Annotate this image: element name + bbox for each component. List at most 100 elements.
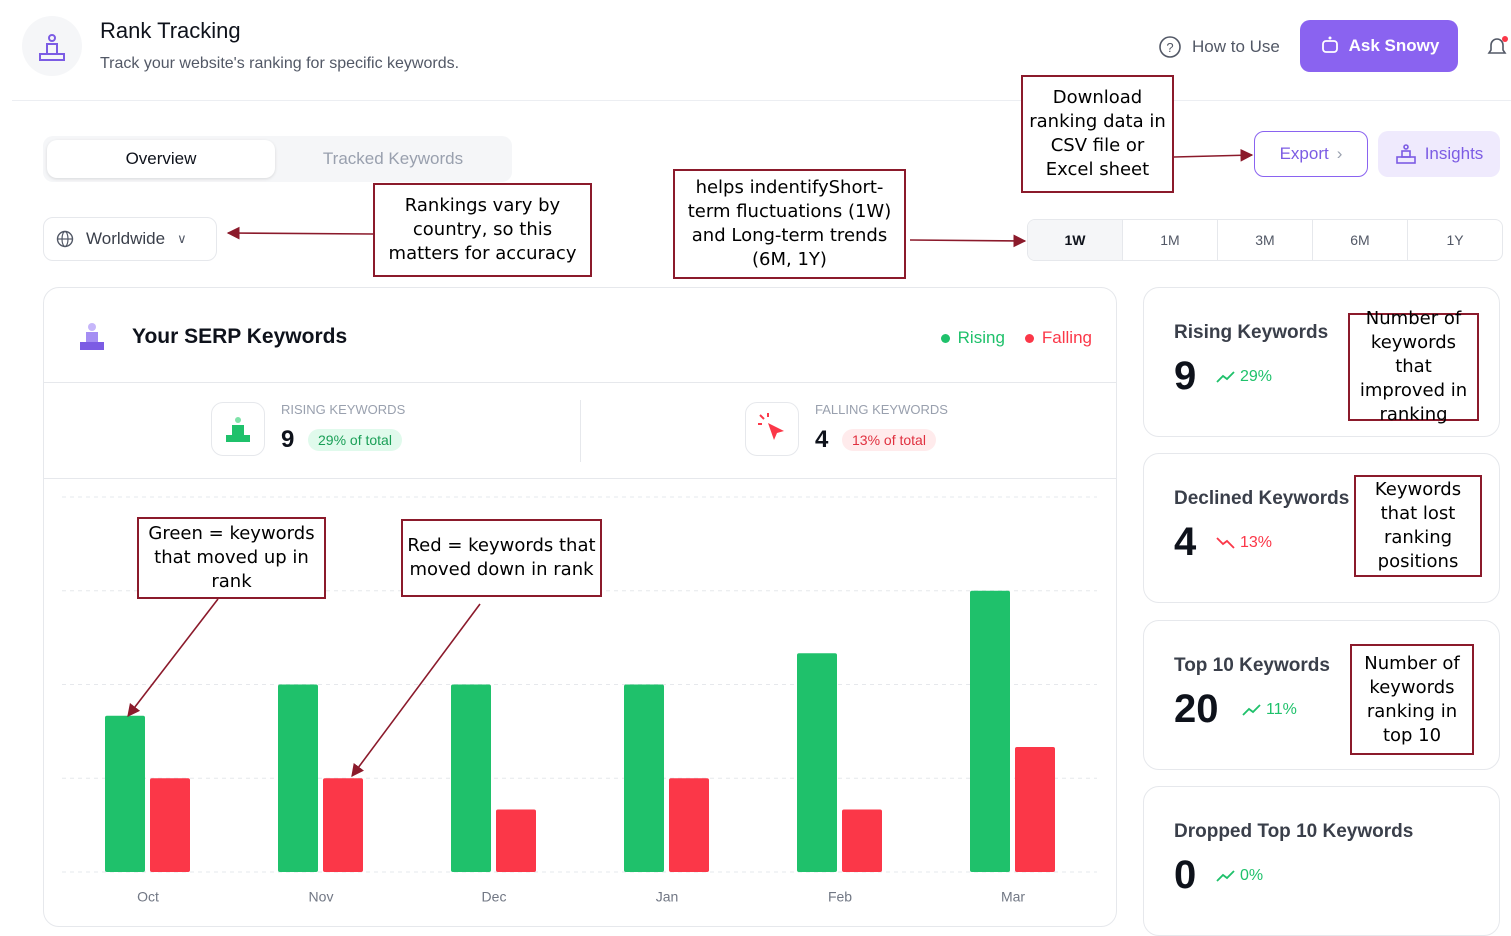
card-title: Top 10 Keywords — [1174, 655, 1330, 676]
insights-button[interactable]: Insights — [1378, 131, 1500, 177]
card-change: 0% — [1216, 867, 1263, 885]
summary-icon — [745, 402, 799, 456]
export-button[interactable]: Export › — [1254, 131, 1368, 177]
card-title: Dropped Top 10 Keywords — [1174, 821, 1414, 842]
bar — [1015, 747, 1055, 872]
period-button[interactable]: 1W — [1028, 220, 1122, 260]
card-value: 0 — [1174, 853, 1197, 897]
summary-value: 4 — [815, 426, 829, 453]
card-title: Rising Keywords — [1174, 322, 1329, 343]
card-value: 9 — [1174, 354, 1197, 398]
legend-item: Rising — [940, 328, 1005, 348]
trend-line — [1216, 870, 1235, 882]
icon — [226, 417, 250, 442]
annotation: Number of keywords ranking in top 10 — [1350, 644, 1474, 755]
chevron: ∨ — [177, 231, 187, 246]
annotation: Green = keywords that moved up in rank — [137, 517, 326, 599]
summary-icon — [211, 402, 265, 456]
annotation: Keywords that lost ranking positions — [1354, 475, 1482, 577]
annotation: Red = keywords that moved down in rank — [401, 519, 602, 597]
summary-badge: 29% of total — [308, 429, 402, 451]
summary-label: RISING KEYWORDS — [281, 402, 406, 417]
period-button[interactable]: 1M — [1122, 220, 1217, 260]
card-title: Declined Keywords — [1174, 488, 1350, 509]
tab[interactable]: Tracked Keywords — [322, 149, 464, 168]
bar — [797, 653, 837, 872]
help-icon: ? — [1159, 36, 1181, 58]
annotation: Number of keywords that improved in rank… — [1348, 308, 1479, 425]
x-tick-label: Jan — [656, 889, 679, 905]
panel-icon — [80, 323, 104, 350]
trend-icon — [1242, 704, 1261, 716]
page-title: Rank Tracking — [100, 18, 241, 43]
summary-value: 9 — [281, 426, 295, 453]
globe-icon — [56, 230, 74, 248]
card-change: 13% — [1216, 534, 1272, 552]
bar — [278, 684, 318, 872]
x-tick-label: Nov — [309, 889, 334, 905]
legend: Rising Falling — [940, 328, 1092, 348]
bar — [842, 809, 882, 872]
bar — [323, 778, 363, 872]
bar — [624, 684, 664, 872]
stat-card: Top 10 Keywords 20 11% — [1143, 620, 1500, 770]
bar — [451, 684, 491, 872]
header-icon — [22, 16, 82, 76]
bar — [496, 809, 536, 872]
trend-line — [1242, 704, 1261, 716]
insights-text: Insights — [1424, 144, 1484, 163]
trend-line — [1216, 371, 1235, 383]
period-button[interactable]: 6M — [1312, 220, 1407, 260]
x-tick-label: Feb — [828, 889, 852, 905]
icon — [1395, 144, 1416, 164]
card-change-text: 11% — [1266, 701, 1297, 718]
trend-icon — [1216, 371, 1235, 383]
bar — [150, 778, 190, 872]
card-change-text: 29% — [1240, 368, 1273, 385]
card-change: 29% — [1216, 368, 1272, 386]
trend-icon — [1216, 870, 1235, 882]
stat-card: Declined Keywords 4 13% — [1143, 453, 1500, 603]
x-tick-label: Dec — [482, 889, 507, 905]
card-value: 4 — [1174, 520, 1197, 564]
x-tick-label: Mar — [1001, 889, 1025, 905]
export-text: Export — [1279, 144, 1329, 163]
stat-card: Rising Keywords 9 29% — [1143, 287, 1500, 437]
panel-title: Your SERP Keywords — [132, 325, 348, 348]
bot-icon — [1321, 36, 1338, 53]
legend-label: Rising — [957, 328, 1005, 347]
legend-item: Falling — [1024, 328, 1092, 348]
tab[interactable]: Overview — [47, 140, 275, 178]
svg-text:?: ? — [1166, 40, 1173, 55]
ask-button[interactable]: Ask Snowy — [1300, 20, 1458, 72]
bar — [970, 590, 1010, 872]
location-select[interactable]: Worldwide ∨ — [43, 217, 217, 261]
annotation: Rankings vary by country, so this matter… — [373, 183, 592, 277]
bell-icon[interactable] — [1484, 34, 1510, 60]
trend-icon — [1216, 537, 1235, 549]
period-button[interactable]: 3M — [1217, 220, 1312, 260]
bar — [105, 715, 145, 872]
card-change: 11% — [1242, 701, 1297, 719]
period-button[interactable]: 1Y — [1407, 220, 1502, 260]
chevron: › — [1336, 144, 1343, 163]
divider — [44, 478, 1116, 479]
help-link[interactable]: ? How to Use — [1158, 35, 1280, 59]
bar-chart: Oct Nov Dec Jan Feb Mar — [62, 496, 1097, 905]
icon — [39, 34, 65, 61]
bar — [669, 778, 709, 872]
page-subtitle: Track your website's ranking for specifi… — [100, 55, 460, 72]
icon — [758, 413, 784, 440]
annotation: helps indentifyShort-term fluctuations (… — [673, 169, 906, 279]
period-selector: 1W 1M 3M 6M 1Y — [1027, 219, 1503, 261]
summary-badge: 13% of total — [842, 429, 936, 451]
arrow — [1173, 148, 1254, 162]
legend-dot — [940, 333, 950, 343]
card-change-text: 0% — [1240, 867, 1264, 884]
legend-dot — [1024, 333, 1034, 343]
x-tick-label: Oct — [137, 889, 159, 905]
card-value: 20 — [1174, 687, 1219, 731]
card-change-text: 13% — [1240, 534, 1273, 551]
